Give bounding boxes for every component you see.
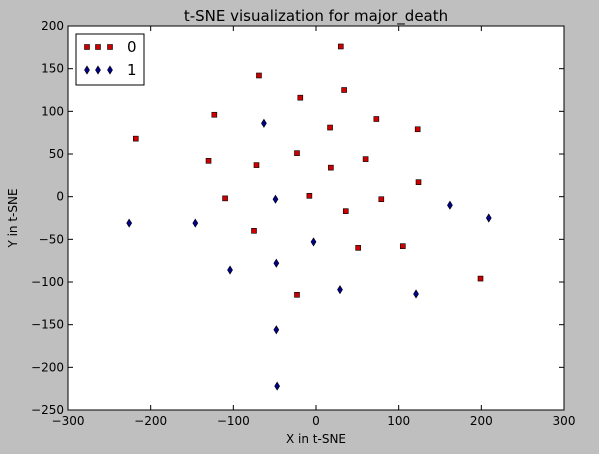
chart-title: t-SNE visualization for major_death: [184, 7, 448, 26]
y-tick-label: −200: [31, 360, 64, 374]
y-tick-label: 200: [41, 19, 64, 33]
x-tick-label: −300: [52, 414, 85, 428]
series-0-point: [399, 243, 406, 249]
series-1-point: [447, 200, 453, 210]
series-0-point: [415, 179, 422, 185]
y-tick-label: −150: [31, 318, 64, 332]
series-0-point: [251, 228, 257, 234]
data-points: [126, 43, 492, 391]
series-1-point: [310, 237, 317, 247]
series-0-point: [373, 116, 380, 122]
y-tick-label: 100: [41, 104, 64, 118]
series-0-point: [477, 275, 484, 282]
series-1-point: [227, 265, 233, 275]
series-1-point: [485, 213, 492, 223]
x-tick-label: 300: [553, 414, 576, 428]
series-1-point: [273, 258, 280, 268]
legend-marker: [95, 65, 101, 75]
series-1-point: [274, 381, 281, 391]
series-1-point: [272, 194, 279, 204]
y-tick-label: 150: [41, 62, 64, 76]
x-tick-label: 0: [312, 414, 320, 428]
series-0-point: [132, 135, 139, 142]
series-0-point: [327, 124, 333, 131]
series-0-point: [414, 126, 421, 133]
series-1-point: [273, 325, 280, 335]
y-tick-label: −100: [31, 275, 64, 289]
plot-area: [67, 25, 565, 411]
x-tick-label: 100: [387, 414, 410, 428]
legend-box: [75, 33, 145, 86]
series-0-point: [337, 43, 344, 50]
x-tick-label: −200: [134, 414, 167, 428]
y-tick-label: −250: [31, 403, 64, 417]
series-0-point: [341, 87, 347, 93]
series-0-point: [253, 162, 260, 168]
legend-marker: [84, 65, 90, 75]
y-tick-label: 50: [49, 147, 64, 161]
legend-label: 1: [127, 61, 137, 79]
series-0-point: [294, 291, 300, 298]
x-tick-label: 200: [470, 414, 493, 428]
series-1-point: [126, 218, 133, 228]
series-1-point: [413, 289, 419, 299]
series-0-point: [355, 245, 361, 251]
series-0-point: [328, 164, 334, 171]
legend-label: 0: [127, 38, 137, 56]
series-1-point: [261, 118, 267, 128]
x-axis-label: X in t-SNE: [286, 432, 346, 446]
series-0-point: [205, 158, 212, 164]
y-tick-label: −50: [39, 232, 64, 246]
x-axis: −300 −200 −100 0 100 200 300: [52, 26, 576, 428]
y-axis: −250 −200 −150 −100 −50 0 50 100 150 200: [31, 19, 564, 417]
y-axis-label: Y in t-SNE: [6, 188, 20, 248]
series-0-point: [306, 193, 313, 199]
y-tick-label: 0: [56, 190, 64, 204]
series-0-point: [342, 208, 349, 214]
legend-marker: [84, 44, 90, 50]
legend-marker: [107, 44, 113, 50]
series-0-point: [362, 156, 369, 162]
series-0-point: [211, 111, 218, 118]
legend-marker: [107, 65, 113, 75]
series-0-point: [256, 72, 262, 79]
series-1-point: [337, 285, 343, 295]
series-1-point: [192, 218, 199, 228]
series-0-point: [378, 196, 385, 203]
x-tick-label: −100: [217, 414, 250, 428]
series-0-point: [294, 150, 300, 156]
legend: 01: [75, 33, 145, 86]
legend-marker: [95, 44, 101, 50]
series-0-point: [297, 94, 304, 101]
series-0-point: [222, 195, 228, 202]
